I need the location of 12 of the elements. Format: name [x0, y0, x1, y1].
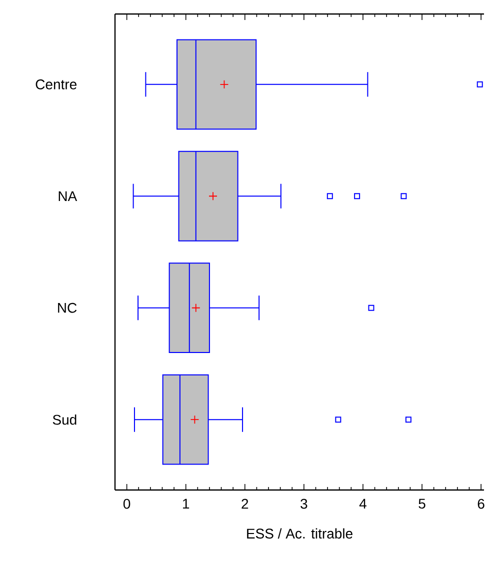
x-tick-label: 4 — [360, 498, 367, 508]
x-tick-label: 0 — [124, 498, 130, 509]
x-tick-label: 6 — [478, 498, 485, 509]
y-tick-label: NC — [58, 302, 77, 313]
x-axis-title: ESS / Ac. titrable — [247, 528, 353, 539]
x-tick-label: 2 — [242, 498, 248, 509]
y-tick-label: NA — [59, 191, 78, 201]
x-tick-label: 5 — [418, 498, 426, 509]
x-tick-label: 1 — [183, 498, 190, 508]
x-tick-label: 3 — [300, 498, 308, 509]
y-tick-label: Centre — [36, 79, 77, 90]
y-tick-label: Sud — [53, 414, 76, 425]
